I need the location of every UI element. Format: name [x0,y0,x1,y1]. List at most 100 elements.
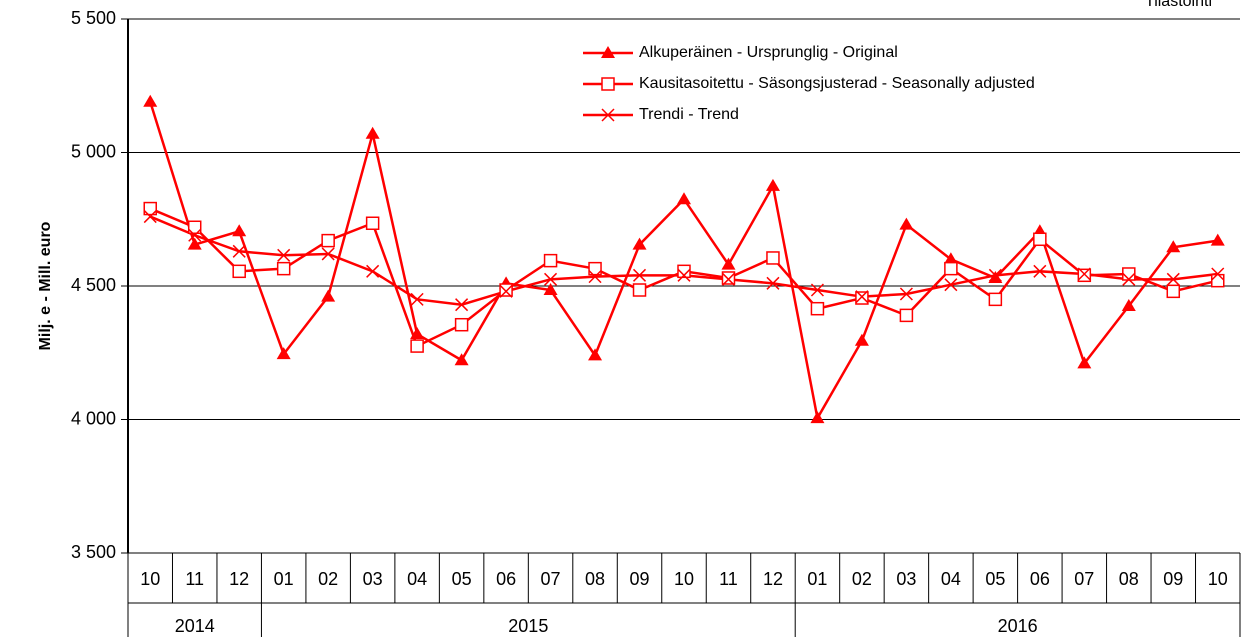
marker [988,268,1002,282]
marker [899,287,913,301]
marker [1166,284,1181,299]
marker [366,264,380,278]
marker [632,237,647,250]
x-tick-label: 10 [674,569,694,589]
marker [1121,299,1136,312]
legend-label: Kausitasoitettu - Säsongsjusterad - Seas… [639,75,1035,92]
marker [988,292,1003,307]
year-label: 2015 [508,616,548,636]
marker [899,217,914,230]
x-tick-label: 11 [719,569,738,589]
marker [1166,272,1180,286]
marker [677,264,691,279]
marker [1166,240,1181,253]
marker [899,308,914,323]
marker [766,251,780,265]
year-label: 2016 [998,616,1038,636]
x-tick-label: 05 [452,569,472,589]
marker [765,178,780,191]
marker [766,276,780,290]
series-line [149,101,1218,422]
marker [232,264,246,279]
x-tick-label: 09 [1163,569,1183,589]
marker [721,271,736,285]
marker [944,261,958,276]
legend-label: Alkuperäinen - Ursprunglig - Original [639,44,898,61]
annotation: Tilastointi [1145,0,1212,10]
marker [588,261,602,276]
marker [1033,232,1047,247]
marker [944,278,958,292]
legend-label: Trendi - Trend [639,106,739,123]
marker [543,253,558,268]
marker [232,244,246,258]
marker [1077,356,1092,369]
marker [187,237,202,250]
marker [601,46,615,58]
x-tick-label: 06 [1030,569,1050,589]
x-tick-label: 11 [185,569,204,589]
x-tick-label: 10 [140,569,160,589]
marker [721,272,736,286]
x-tick-label: 03 [363,569,383,589]
marker [855,290,869,304]
x-tick-label: 01 [274,569,294,589]
marker [943,252,958,265]
marker [276,261,291,276]
x-tick-label: 01 [807,569,827,589]
marker [854,333,869,346]
marker [276,347,291,360]
marker [632,283,647,297]
marker [455,298,469,312]
marker [187,220,202,235]
y-tick-label: 4 000 [71,408,116,428]
marker [365,216,380,231]
y-tick-label: 5 500 [71,8,116,28]
marker [677,192,691,205]
x-tick-label: 04 [407,569,427,589]
y-axis-label: Milj. e - Mill. euro [37,221,54,350]
marker [1210,233,1225,246]
marker [410,339,424,353]
marker [143,210,157,224]
marker [588,270,602,284]
marker [601,77,615,91]
marker [277,248,291,262]
marker [410,327,425,340]
marker [454,353,469,366]
x-tick-label: 07 [541,569,561,589]
marker [321,289,336,302]
marker [499,284,513,298]
marker [1077,268,1092,283]
marker [410,292,424,306]
marker [588,348,603,361]
marker [1122,272,1136,286]
marker [810,301,825,316]
marker [810,411,825,424]
x-tick-label: 07 [1074,569,1094,589]
series-line [149,215,1218,306]
x-tick-label: 04 [941,569,961,589]
x-tick-label: 02 [852,569,872,589]
marker [499,283,513,297]
marker [321,247,335,261]
marker [988,270,1003,283]
marker [321,233,335,248]
marker [601,108,615,122]
marker [143,201,157,216]
y-tick-label: 3 500 [71,542,116,562]
x-tick-label: 05 [985,569,1005,589]
marker [855,291,869,305]
x-tick-label: 02 [318,569,338,589]
marker [1122,267,1136,281]
marker [1211,273,1225,288]
x-tick-label: 10 [1208,569,1228,589]
marker [188,228,202,242]
marker [232,224,247,237]
marker [721,257,736,270]
x-tick-label: 03 [896,569,916,589]
x-tick-label: 12 [229,569,249,589]
x-tick-label: 08 [1119,569,1139,589]
y-tick-label: 5 000 [71,141,116,161]
